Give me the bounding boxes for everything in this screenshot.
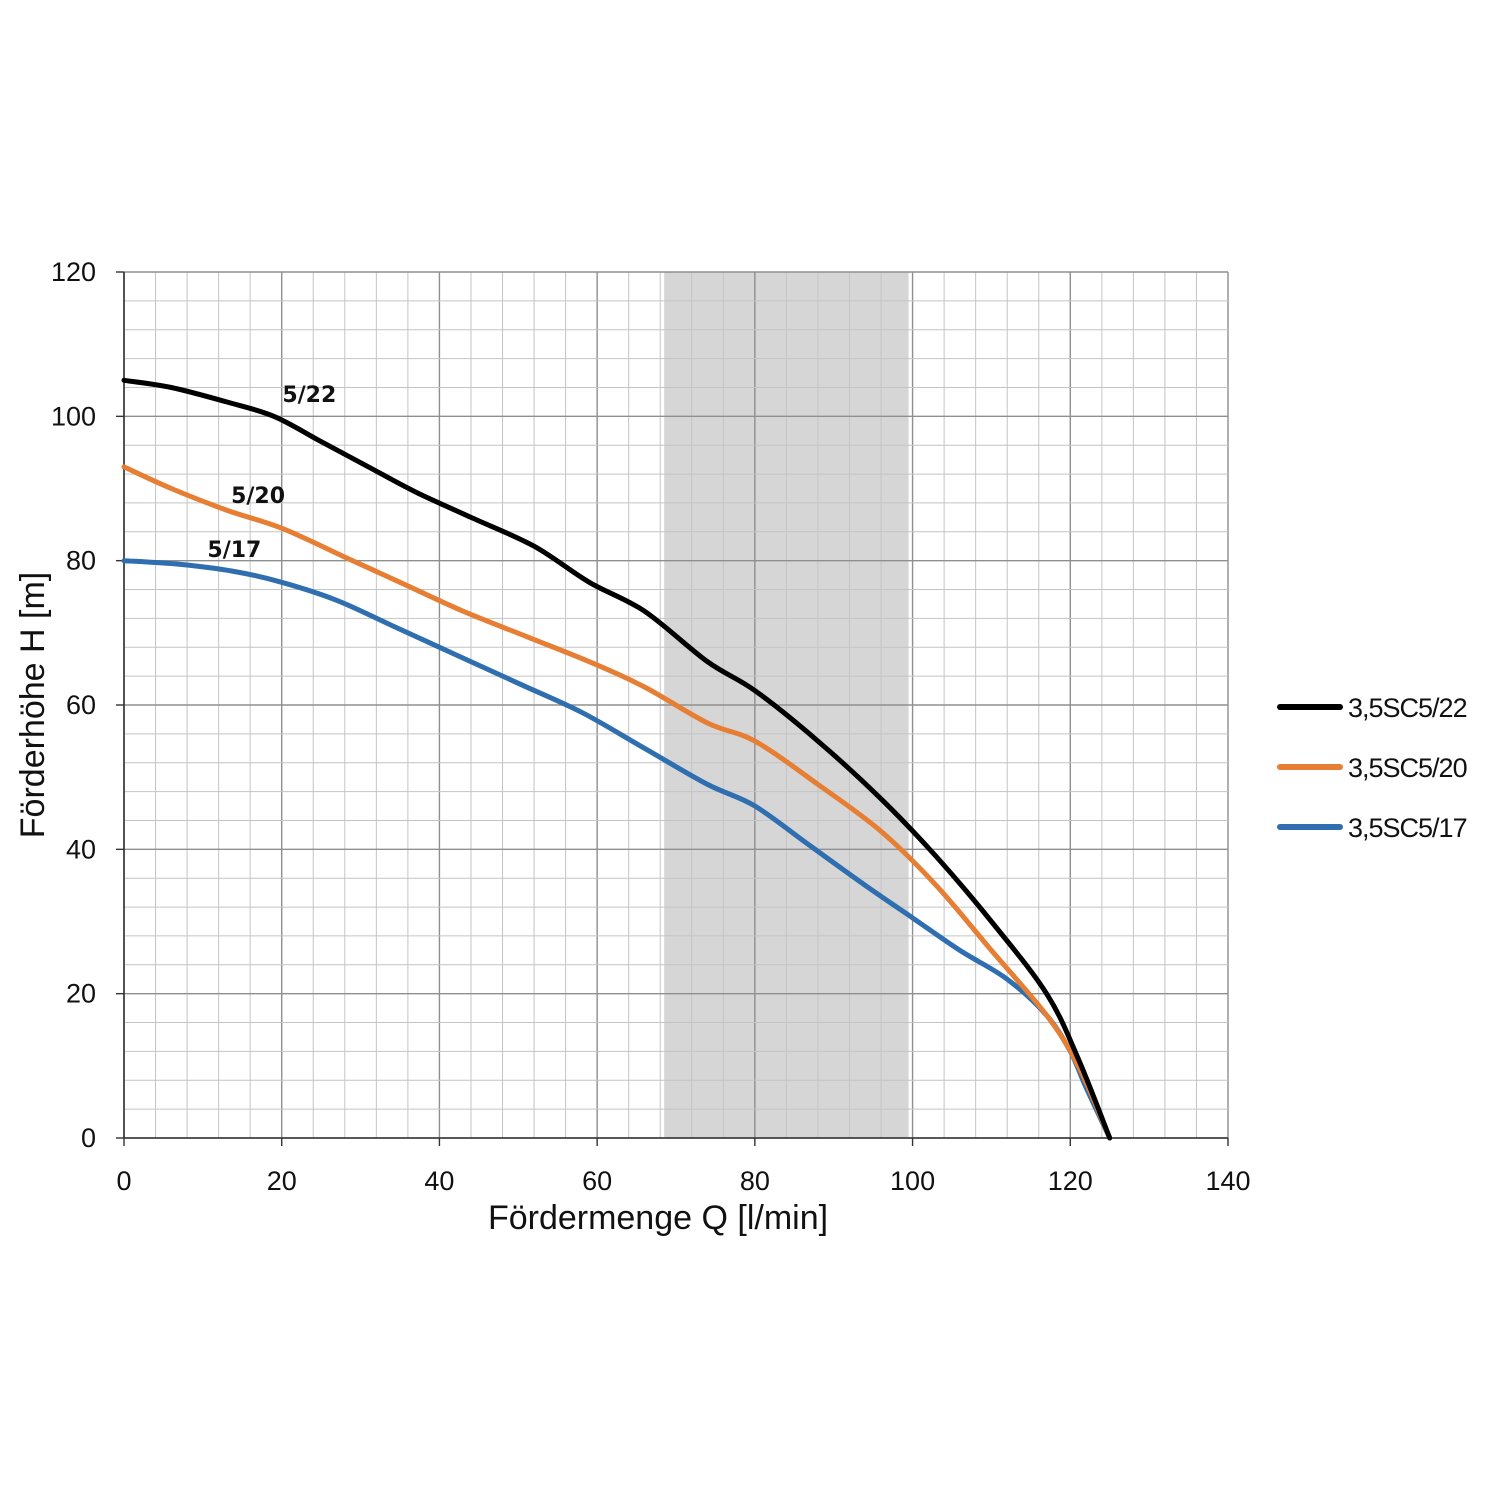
y-tick-label: 40 (66, 834, 96, 864)
curve-label-5-22: 5/22 (282, 383, 336, 408)
x-tick-label: 120 (1048, 1166, 1093, 1196)
x-tick-label: 80 (740, 1166, 770, 1196)
x-tick-label: 0 (116, 1166, 131, 1196)
x-tick-label: 60 (582, 1166, 612, 1196)
series-line-5-20 (121, 464, 1113, 1141)
legend-label: 3,5SC5/22 (1348, 693, 1467, 723)
x-tick-label: 100 (890, 1166, 935, 1196)
legend-label: 3,5SC5/17 (1348, 813, 1467, 843)
y-tick-label: 0 (81, 1123, 96, 1153)
curve-label-5-20: 5/20 (231, 484, 285, 509)
y-tick-label: 100 (51, 401, 96, 431)
x-tick-label: 140 (1205, 1166, 1250, 1196)
curve-label-5-17: 5/17 (207, 538, 261, 563)
y-tick-label: 120 (51, 257, 96, 287)
legend-label: 3,5SC5/20 (1348, 753, 1467, 783)
y-tick-label: 60 (66, 690, 96, 720)
x-tick-label: 40 (424, 1166, 454, 1196)
y-tick-label: 80 (66, 546, 96, 576)
series-line-5-22 (121, 377, 1113, 1141)
x-axis-title: Fördermenge Q [l/min] (488, 1199, 828, 1237)
y-axis-title: Förderhöhe H [m] (14, 572, 52, 838)
y-tick-label: 20 (66, 979, 96, 1009)
x-tick-label: 20 (267, 1166, 297, 1196)
